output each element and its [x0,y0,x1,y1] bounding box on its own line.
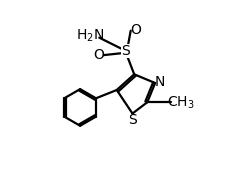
Text: S: S [128,113,137,127]
Text: CH$_3$: CH$_3$ [167,94,194,111]
Text: S: S [121,44,130,58]
Text: O: O [130,23,141,37]
Text: O: O [93,48,104,62]
Text: N: N [154,75,165,89]
Text: H$_2$N: H$_2$N [76,28,104,44]
